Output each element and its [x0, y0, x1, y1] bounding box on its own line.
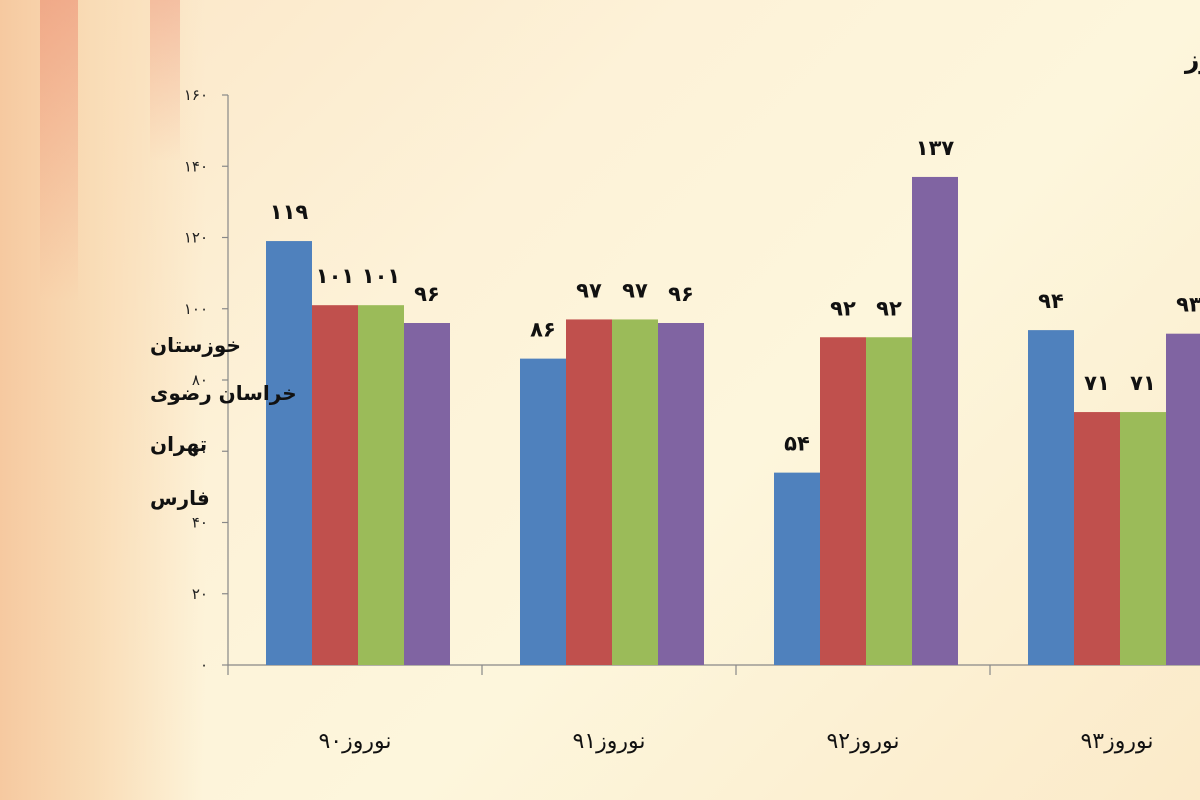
bar: [266, 241, 312, 665]
x-axis: نوروز۹۰ نوروز۹۱ نوروز۹۲ نوروز۹۳: [227, 664, 1200, 754]
data-label: ۷۱: [1130, 371, 1156, 395]
y-tick-label: ۴۰: [192, 514, 208, 532]
bar: [520, 358, 566, 665]
data-label: ۹۳: [1176, 293, 1200, 317]
background-stripe-2: [150, 0, 180, 160]
legend-item: خراسان رضوی: [150, 381, 297, 405]
data-label: ۹۷: [622, 278, 648, 302]
bar: [1120, 412, 1166, 665]
chart-title: استان‌های دارای بیشترین جانباخته حوادث ت…: [1183, 45, 1200, 75]
x-category-label: نوروز۹۳: [1080, 729, 1153, 754]
data-label: ۹۴: [1038, 289, 1064, 313]
y-tick-label: ۲۰: [192, 585, 208, 603]
bar: [820, 337, 866, 665]
legend-item: تهران: [150, 432, 207, 456]
data-label: ۹۷: [576, 278, 602, 302]
x-category-label: نوروز۹۱: [572, 729, 645, 754]
data-label: ۷۱: [1084, 371, 1110, 395]
bar: [774, 472, 820, 665]
data-label: ۹۶: [414, 282, 440, 306]
bar: [404, 323, 450, 665]
bar: [612, 319, 658, 665]
data-label: ۵۴: [784, 432, 810, 456]
data-label: ۱۳۷: [916, 136, 955, 160]
bar: [312, 305, 358, 665]
y-tick-label: ۰: [200, 656, 208, 674]
bar: [866, 337, 912, 665]
data-label: ۹۲: [830, 296, 856, 320]
y-tick-label: ۱۶۰: [184, 86, 208, 104]
background-stripe: [40, 0, 78, 300]
bars-group: [266, 176, 1200, 665]
bar: [1074, 412, 1120, 665]
y-tick-label: ۶۰: [192, 442, 208, 460]
y-tick-label: ۸۰: [192, 371, 208, 389]
data-labels-group: ۱۱۹ ۱۰۱ ۱۰۱ ۹۶ ۸۶ ۹۷ ۹۷ ۹۶ ۵۴ ۹۲ ۹۲ ۱۳۷ ۹۴ ۷۱ ۷۱ ۹۳: [270, 136, 1200, 456]
legend-item: فارس: [150, 486, 210, 510]
y-tick-label: ۱۰۰: [184, 300, 208, 318]
data-label: ۱۰۱: [362, 264, 400, 288]
legend-item: خوزستان: [150, 333, 241, 357]
bar: [358, 305, 404, 665]
x-category-label: نوروز۹۰: [318, 729, 391, 754]
y-tick-label: ۱۴۰: [184, 157, 208, 175]
data-label: ۸۶: [530, 318, 556, 342]
legend: خوزستان خراسان رضوی تهران فارس: [150, 333, 297, 510]
bar: [1028, 330, 1074, 665]
data-label: ۹۲: [876, 296, 902, 320]
y-tick-label: ۱۲۰: [184, 229, 208, 247]
bar: [912, 176, 958, 665]
data-label: ۹۶: [668, 282, 694, 306]
background-decoration: [0, 0, 205, 800]
bar: [658, 323, 704, 665]
bar: [1166, 333, 1200, 665]
data-label: ۱۰۱: [316, 264, 354, 288]
y-axis: ۰ ۲۰ ۴۰ ۶۰ ۸۰ ۱۰۰ ۱۲۰ ۱۴۰ ۱۶۰: [184, 86, 229, 674]
bar: [566, 319, 612, 665]
data-label: ۱۱۹: [270, 200, 309, 224]
x-category-label: نوروز۹۲: [826, 729, 899, 754]
